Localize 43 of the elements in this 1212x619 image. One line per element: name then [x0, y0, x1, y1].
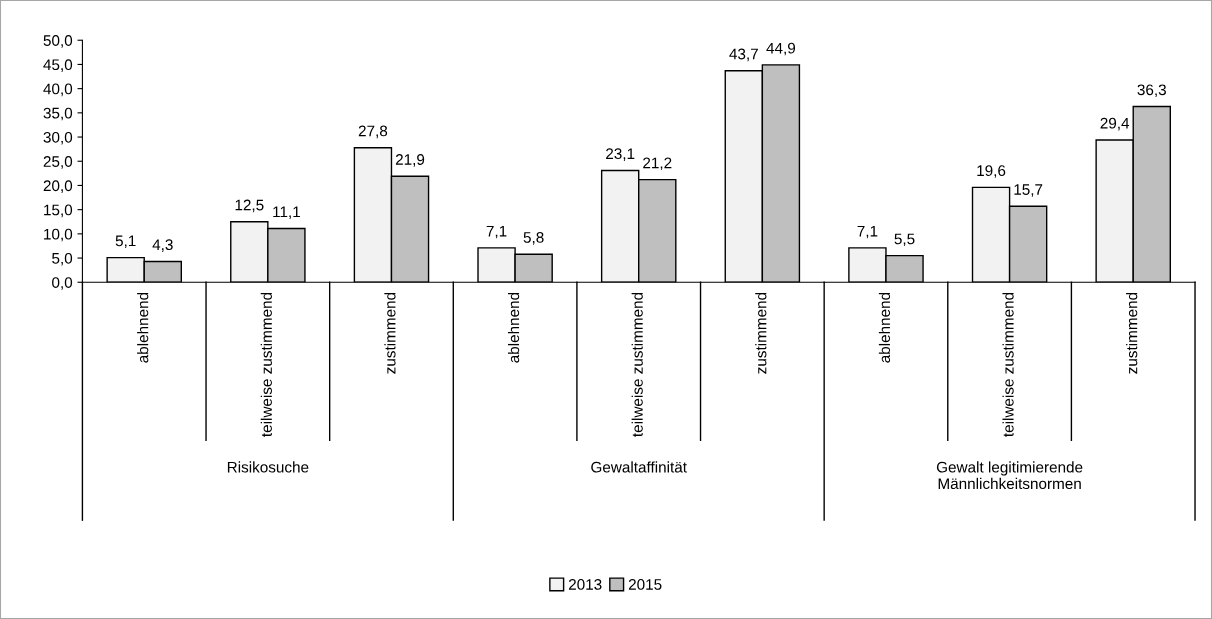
- legend-label: 2015: [628, 579, 662, 590]
- x-tick-label: teilweise zustimmend: [631, 292, 643, 437]
- text: Gewaltaffinität: [591, 461, 687, 473]
- data-label: 21,2: [643, 157, 672, 171]
- data-label: 7,1: [857, 225, 878, 239]
- x-tick-label: zustimmend: [1126, 292, 1138, 374]
- data-label: 12,5: [235, 199, 264, 213]
- data-label: 27,8: [358, 125, 388, 139]
- data-label: 23,1: [606, 148, 635, 161]
- x-tick-label: ablehnend: [507, 292, 520, 363]
- data-label: 5,5: [894, 233, 915, 247]
- data-label: 5,1: [115, 235, 136, 249]
- data-label: 11,1: [273, 206, 300, 219]
- y-tick-label: 35,0: [43, 107, 73, 121]
- y-tick-label: 15,0: [44, 204, 73, 218]
- x-tick-label: ablehnend: [878, 292, 891, 363]
- x-tick-label: teilweise zustimmend: [1002, 292, 1014, 437]
- y-tick-label: 25,0: [43, 156, 73, 169]
- y-tick-label: 45,0: [43, 59, 73, 72]
- data-label: 21,9: [395, 154, 425, 167]
- data-label: 4,3: [152, 239, 173, 252]
- y-tick-label: 0,0: [52, 277, 73, 290]
- x-tick-label: teilweise zustimmend: [260, 292, 272, 437]
- data-label: 15,7: [1014, 184, 1043, 197]
- text: Risikosuche: [227, 461, 309, 473]
- x-tick-label: ablehnend: [137, 292, 149, 363]
- y-tick-label: 20,0: [43, 180, 73, 193]
- data-label: 5,8: [523, 232, 544, 245]
- x-tick-label: zustimmend: [384, 292, 396, 374]
- data-label: 7,1: [486, 225, 507, 239]
- y-tick-label: 30,0: [43, 131, 73, 145]
- data-label: 29,4: [1100, 117, 1130, 131]
- x-tick-label: zustimmend: [755, 292, 767, 374]
- legend-label: 2013: [568, 579, 602, 590]
- text: Gewalt legitimierende Männlichkeitsnormen: [936, 461, 1083, 490]
- y-tick-label: 10,0: [44, 228, 73, 242]
- y-tick-label: 5,0: [52, 252, 73, 266]
- data-label: 44,9: [766, 42, 796, 56]
- data-label: 43,7: [729, 48, 758, 62]
- y-tick-label: 50,0: [43, 35, 73, 48]
- y-tick-label: 40,0: [43, 83, 73, 97]
- data-label: 36,3: [1137, 84, 1166, 97]
- data-label: 19,6: [977, 165, 1006, 178]
